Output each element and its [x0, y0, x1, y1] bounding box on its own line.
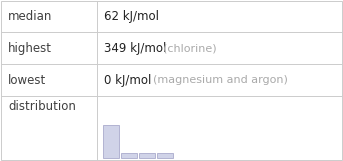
Text: highest: highest	[8, 42, 52, 55]
Bar	[157, 153, 173, 158]
Text: lowest: lowest	[8, 74, 46, 86]
Bar	[121, 153, 137, 158]
Text: median: median	[8, 9, 52, 23]
Text: (chlorine): (chlorine)	[156, 43, 217, 53]
Text: (magnesium and argon): (magnesium and argon)	[145, 75, 287, 85]
Text: distribution: distribution	[8, 99, 76, 113]
Bar	[139, 153, 155, 158]
Text: 0 kJ/mol: 0 kJ/mol	[104, 74, 151, 86]
Bar	[103, 125, 119, 158]
Text: 62 kJ/mol: 62 kJ/mol	[104, 9, 159, 23]
Text: 349 kJ/mol: 349 kJ/mol	[104, 42, 166, 55]
